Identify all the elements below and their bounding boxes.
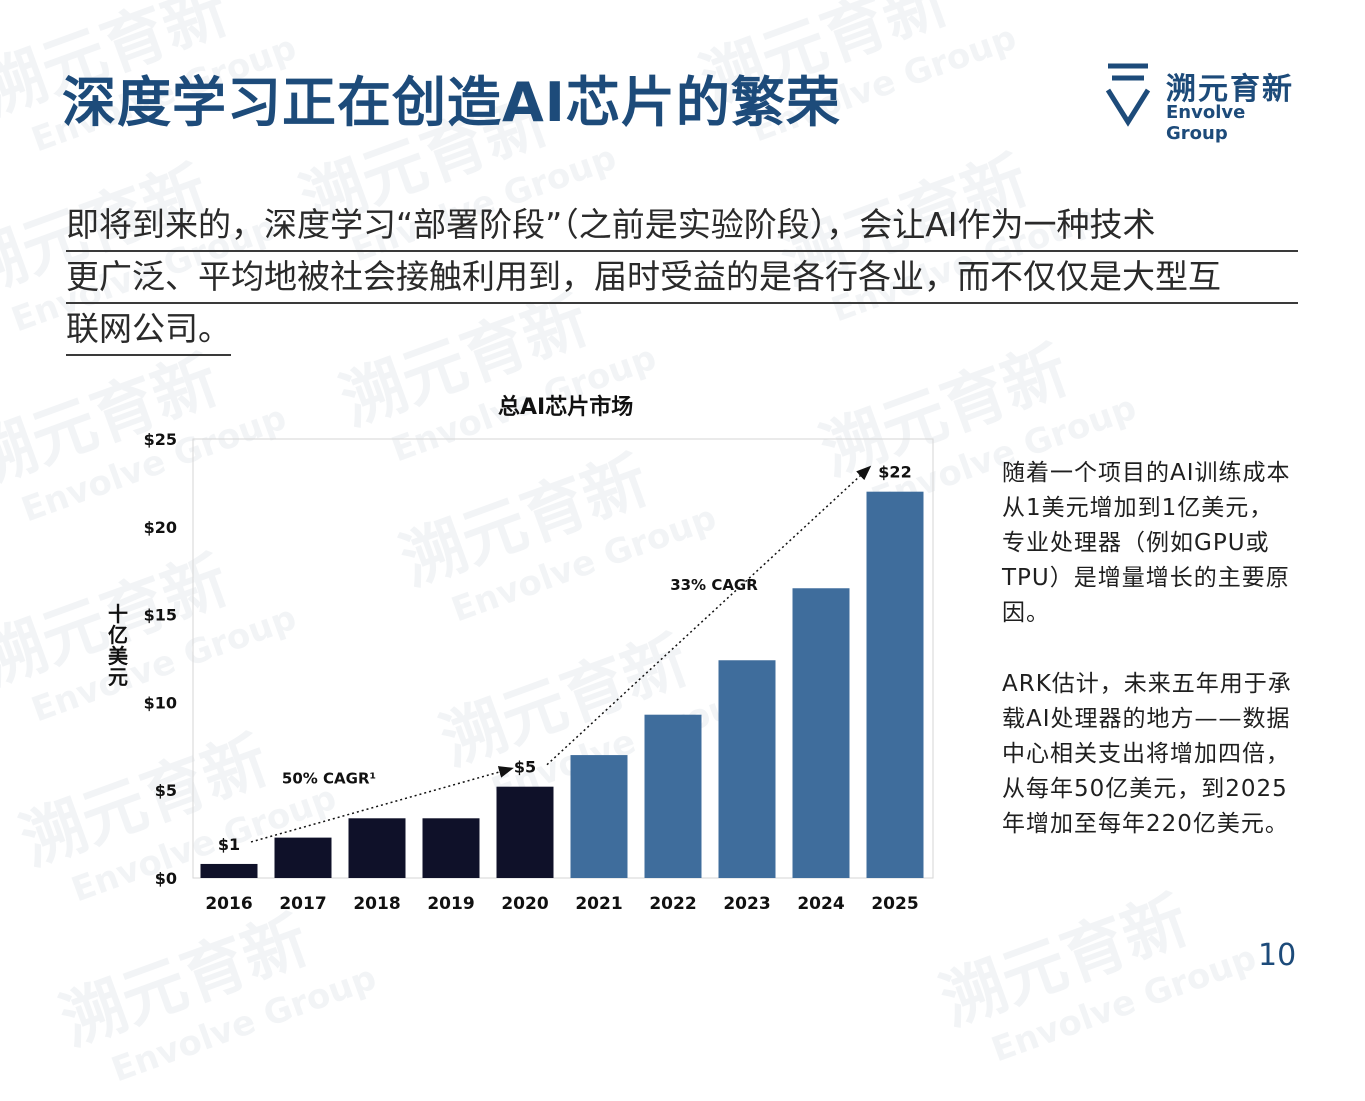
x-tick-label: 2017: [279, 894, 326, 914]
x-tick-label: 2025: [871, 894, 918, 914]
data-label: $1: [218, 835, 240, 854]
side-notes: 随着一个项目的AI训练成本从1美元增加到1亿美元，专业处理器（例如GPU或TPU…: [1002, 456, 1292, 878]
cagr-label: 33% CAGR: [670, 576, 758, 594]
y-tick-label: $25: [144, 430, 177, 449]
brand-logo: 溯元育新 Envolve Group: [1104, 62, 1304, 144]
bar-chart: $0 $5 $10 $15 $20 $25 2016 2017 2018 2019 2020 2021…: [144, 430, 934, 914]
x-tick-label: 2018: [353, 894, 400, 914]
cagr-arrow: [546, 465, 872, 766]
y-tick-label: $5: [155, 781, 177, 800]
logo-mark-icon: [1105, 63, 1151, 127]
side-paragraph-2: ARK估计，未来五年用于承载AI处理器的地方——数据中心相关支出将增加四倍，从每…: [1002, 671, 1292, 837]
page-number: 10: [1258, 938, 1297, 973]
bar: [570, 755, 628, 878]
y-tick-label: $0: [155, 869, 177, 888]
intro-line-3: 联网公司。: [66, 304, 231, 356]
logo-text-en: Envolve Group: [1166, 102, 1246, 144]
bar: [792, 588, 850, 878]
side-paragraph-1: 随着一个项目的AI训练成本从1美元增加到1亿美元，专业处理器（例如GPU或TPU…: [1002, 460, 1291, 626]
y-axis-label: 十亿美元: [108, 602, 128, 689]
y-tick-label: $15: [144, 606, 177, 625]
data-label: $5: [514, 758, 536, 777]
y-tick-label: $10: [144, 693, 177, 712]
x-tick-label: 2019: [427, 894, 474, 914]
bar: [866, 491, 924, 878]
page-title: 深度学习正在创造AI芯片的繁荣: [62, 71, 841, 134]
plot-frame: [192, 438, 934, 879]
bar: [496, 786, 554, 878]
x-tick-label: 2021: [575, 894, 622, 914]
x-tick-label: 2023: [723, 894, 770, 914]
bar: [718, 660, 776, 878]
intro-paragraph: 即将到来的，深度学习“部署阶段”（之前是实验阶段），会让AI作为一种技术 更广泛…: [66, 200, 1306, 356]
x-tick-label: 2024: [797, 894, 844, 914]
bar: [644, 714, 702, 878]
x-tick-label: 2022: [649, 894, 696, 914]
x-tick-label: 2020: [501, 894, 548, 914]
x-tick-label: 2016: [205, 894, 252, 914]
data-label: $22: [878, 463, 911, 482]
chart-title: 总AI芯片市场: [498, 395, 634, 420]
cagr-arrow: [250, 766, 514, 843]
y-tick-label: $20: [144, 518, 177, 537]
intro-line-1: 即将到来的，深度学习“部署阶段”（之前是实验阶段），会让AI作为一种技术: [66, 200, 1298, 252]
logo-text-zh: 溯元育新: [1166, 72, 1294, 107]
bar: [274, 837, 332, 878]
bar: [348, 818, 406, 878]
intro-line-2: 更广泛、平均地被社会接触利用到，届时受益的是各行各业，而不仅仅是大型互: [66, 252, 1298, 304]
cagr-label: 50% CAGR¹: [282, 769, 376, 787]
bar: [200, 863, 258, 878]
bar: [422, 818, 480, 878]
